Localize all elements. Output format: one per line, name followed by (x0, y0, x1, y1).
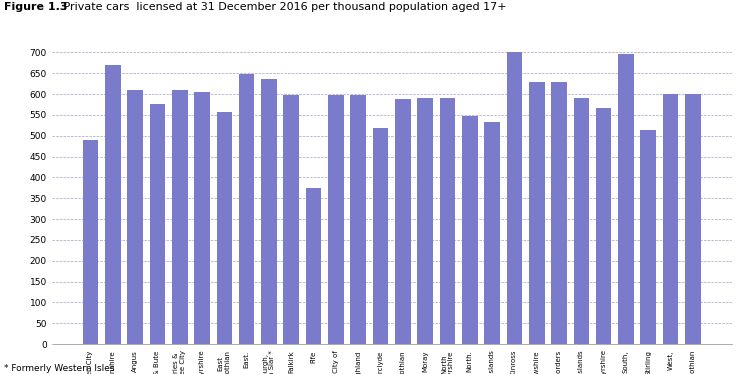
Bar (484, 122, 500, 344)
Bar (83, 140, 98, 344)
Bar (641, 130, 656, 344)
Bar (418, 98, 433, 344)
Bar (529, 82, 545, 344)
Bar (127, 90, 143, 344)
Bar (551, 82, 567, 344)
Bar (105, 65, 120, 344)
Bar (194, 92, 210, 344)
Bar (685, 94, 701, 344)
Bar (372, 128, 388, 344)
Bar (261, 79, 277, 344)
Bar (172, 90, 188, 344)
Text: * Formerly Western Isles: * Formerly Western Isles (4, 364, 115, 373)
Bar (440, 98, 455, 344)
Bar (506, 52, 522, 344)
Bar (618, 55, 634, 344)
Bar (395, 99, 411, 344)
Bar (284, 95, 299, 344)
Bar (217, 112, 232, 344)
Bar (350, 95, 366, 344)
Bar (573, 98, 589, 344)
Bar (596, 108, 611, 344)
Bar (328, 95, 344, 344)
Bar (149, 104, 166, 344)
Text: Figure 1.3: Figure 1.3 (4, 2, 67, 12)
Bar (239, 74, 254, 344)
Bar (663, 94, 678, 344)
Text: Private cars  licensed at 31 December 2016 per thousand population aged 17+: Private cars licensed at 31 December 201… (53, 2, 507, 12)
Bar (306, 188, 321, 344)
Bar (462, 116, 477, 344)
